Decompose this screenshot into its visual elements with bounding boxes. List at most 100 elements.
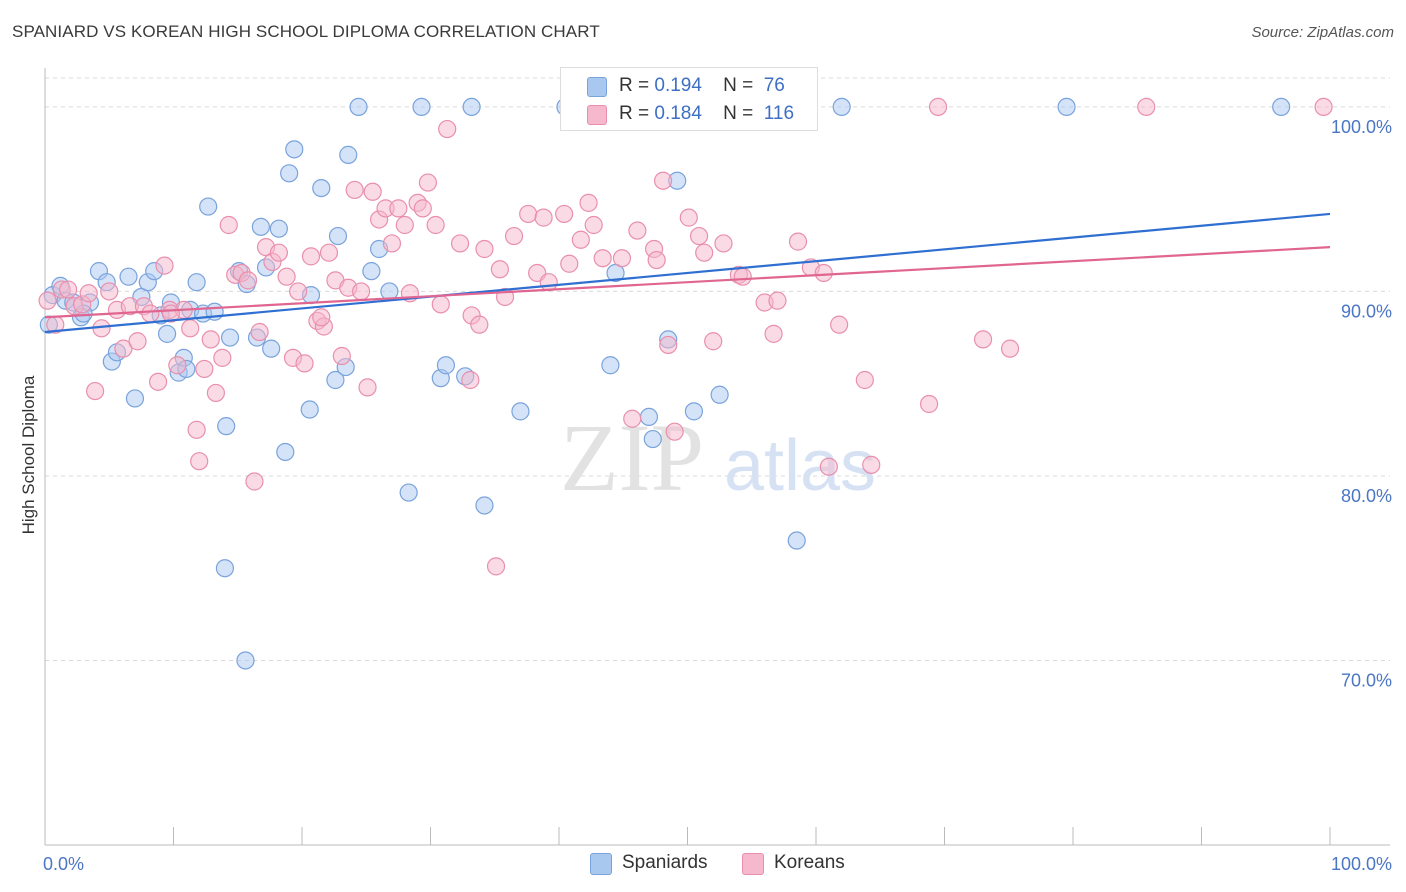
koreans-point	[345, 180, 364, 200]
koreans-point	[168, 356, 187, 375]
koreans-point	[269, 243, 288, 262]
koreans-point	[238, 271, 258, 290]
koreans-point	[195, 359, 214, 379]
koreans-point	[438, 119, 457, 139]
koreans-point	[928, 97, 948, 117]
x-tick-label: 100.0%	[1331, 854, 1392, 874]
koreans-point	[579, 193, 598, 212]
koreans-point	[295, 354, 314, 373]
spaniards-point	[710, 385, 729, 404]
koreans-point	[695, 243, 714, 262]
koreans-point	[389, 199, 408, 218]
koreans-point	[689, 226, 709, 246]
spaniards-point	[187, 273, 206, 292]
koreans-point	[659, 335, 678, 355]
spaniards-point	[475, 496, 494, 515]
koreans-point	[86, 381, 105, 401]
koreans-point	[653, 171, 673, 190]
koreans-point	[461, 370, 480, 390]
koreans-point	[679, 208, 698, 227]
spaniards-point	[280, 164, 299, 183]
koreans-point	[141, 304, 160, 323]
koreans-point	[219, 215, 238, 235]
koreans-point	[332, 346, 351, 366]
koreans-point	[301, 247, 321, 266]
n-label: N =	[723, 103, 754, 124]
spaniards-point	[1057, 97, 1076, 117]
spaniards-point	[262, 339, 281, 358]
spaniards-point	[643, 429, 662, 449]
koreans-point	[862, 455, 881, 474]
y-tick-label: 70.0%	[1341, 670, 1392, 690]
koreans-swatch	[587, 105, 607, 125]
koreans-point	[431, 295, 450, 314]
koreans-point	[584, 215, 603, 235]
koreans-trend-line	[44, 246, 1331, 319]
koreans-point	[312, 308, 331, 327]
chart-title: SPANIARD VS KOREAN HIGH SCHOOL DIPLOMA C…	[12, 22, 600, 41]
koreans-point	[830, 315, 849, 334]
koreans-point	[250, 322, 269, 342]
y-tick-label: 90.0%	[1341, 301, 1392, 321]
koreans-point	[704, 332, 723, 351]
spaniards-point	[511, 402, 530, 421]
spaniards-point	[119, 267, 138, 286]
koreans-point	[100, 282, 119, 301]
koreans-point	[395, 215, 414, 235]
koreans-point	[59, 280, 78, 299]
n-value: 76	[763, 75, 785, 96]
watermark: ZIP atlas	[560, 404, 876, 511]
koreans-point	[79, 284, 98, 303]
legend-label: Koreans	[774, 852, 845, 873]
spaniards-point	[215, 559, 234, 578]
koreans-point	[519, 204, 538, 224]
koreans-point	[413, 199, 432, 218]
koreans-point	[148, 372, 168, 391]
spaniards-point	[285, 140, 304, 159]
spaniards-point	[125, 389, 145, 408]
watermark-atlas: atlas	[724, 426, 876, 506]
x-tick-label: 0.0%	[43, 854, 84, 874]
y-axis-label: High School Diploma	[19, 375, 38, 534]
koreans-point	[128, 332, 147, 351]
r-value: 0.184	[654, 103, 702, 124]
spaniards-point	[251, 217, 270, 236]
y-tick-label: 100.0%	[1331, 117, 1392, 137]
koreans-point	[919, 394, 939, 414]
koreans-point	[555, 204, 574, 224]
n-label: N =	[723, 75, 754, 96]
koreans-point	[38, 291, 57, 310]
spaniards-point	[326, 370, 345, 390]
koreans-point	[593, 249, 612, 268]
koreans-point	[470, 315, 489, 334]
koreans-point	[855, 370, 874, 390]
r-label: R =	[619, 103, 650, 124]
koreans-point	[245, 472, 264, 491]
koreans-point	[1137, 97, 1156, 117]
koreans-point	[490, 260, 509, 279]
koreans-point	[733, 267, 752, 286]
koreans-point	[363, 182, 382, 201]
n-value: 116	[763, 103, 795, 124]
koreans-point	[382, 234, 402, 253]
koreans-point	[714, 234, 733, 253]
koreans-point	[277, 267, 296, 286]
koreans-point	[201, 330, 220, 349]
source-label: Source: ZipAtlas.com	[1251, 24, 1394, 41]
koreans-point	[181, 319, 200, 338]
r-label: R =	[619, 75, 650, 96]
koreans-point	[352, 282, 371, 301]
trend-lines	[44, 212, 1331, 334]
koreans-point	[155, 256, 174, 275]
koreans-point	[560, 254, 579, 273]
koreans-point	[114, 339, 133, 358]
koreans-points	[38, 97, 1333, 576]
spaniards-point	[236, 651, 255, 670]
spaniards-point	[157, 324, 177, 343]
koreans-point	[665, 422, 684, 441]
koreans-point	[213, 348, 232, 367]
koreans-point	[612, 249, 632, 268]
axes	[44, 68, 1390, 846]
spaniards-point	[787, 531, 806, 550]
koreans-point	[504, 226, 524, 246]
